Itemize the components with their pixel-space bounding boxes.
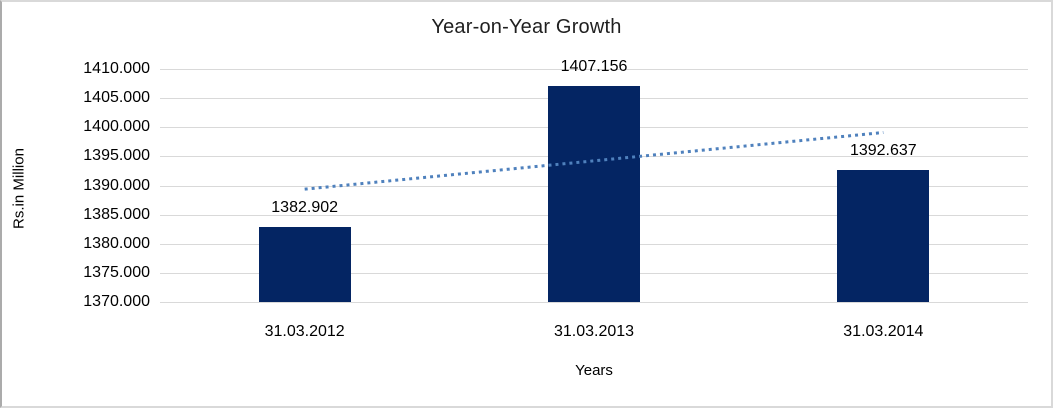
- data-label-31.03.2014: 1392.637: [849, 142, 917, 160]
- y-tick-label: 1410.000: [83, 60, 150, 77]
- y-tick-label: 1390.000: [83, 176, 150, 194]
- y-tick-label: 1380.000: [83, 234, 150, 252]
- gridline: [160, 69, 1028, 70]
- category-label-31.03.2013: 31.03.2013: [553, 323, 635, 340]
- bar-31.03.2012: [258, 226, 351, 302]
- y-tick-label: 1375.000: [83, 263, 150, 281]
- x-axis-title: Years: [575, 362, 613, 379]
- y-tick-label: 1405.000: [83, 89, 150, 107]
- y-tick-label: 1400.000: [83, 118, 150, 136]
- chart-title: Year-on-Year Growth: [431, 16, 622, 38]
- bar-31.03.2013: [548, 85, 640, 302]
- bar-31.03.2014: [837, 170, 930, 302]
- y-tick-label: 1395.000: [83, 147, 150, 165]
- category-label-31.03.2014: 31.03.2014: [843, 323, 924, 340]
- data-label-31.03.2012: 1382.902: [271, 198, 339, 216]
- y-tick-label: 1385.000: [83, 205, 150, 223]
- gridline: [160, 302, 1028, 303]
- category-label-31.03.2012: 31.03.2012: [264, 323, 345, 340]
- data-label-31.03.2013: 1407.156: [560, 57, 628, 75]
- y-tick-label: 1370.000: [83, 293, 150, 310]
